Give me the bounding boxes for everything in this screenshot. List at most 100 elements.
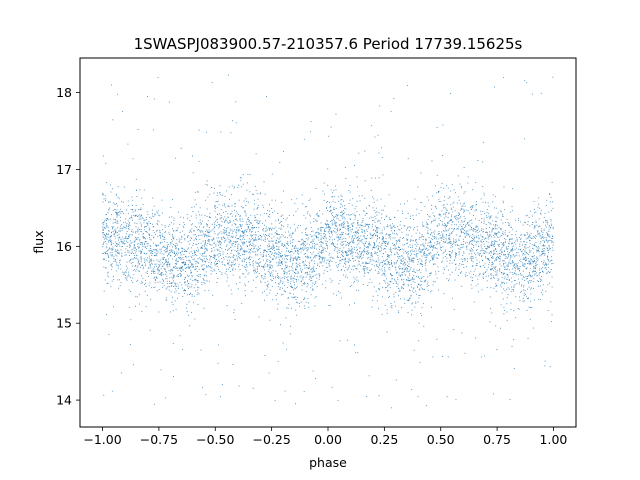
data-point bbox=[311, 285, 313, 287]
data-point bbox=[454, 255, 456, 257]
data-point bbox=[442, 124, 444, 126]
data-point bbox=[445, 237, 447, 239]
data-point bbox=[205, 240, 207, 242]
data-point bbox=[219, 240, 221, 242]
data-point bbox=[249, 256, 251, 258]
data-point bbox=[362, 218, 364, 219]
data-point bbox=[471, 219, 473, 221]
data-point bbox=[219, 254, 221, 256]
data-point bbox=[410, 250, 412, 252]
data-point bbox=[472, 258, 474, 259]
data-point bbox=[331, 279, 333, 281]
data-point bbox=[158, 244, 159, 246]
data-point bbox=[371, 281, 373, 283]
data-point bbox=[240, 234, 241, 236]
data-point bbox=[397, 225, 399, 227]
data-point bbox=[189, 243, 191, 245]
data-point bbox=[195, 261, 197, 262]
data-point bbox=[135, 296, 137, 298]
data-point bbox=[523, 241, 525, 243]
data-point bbox=[509, 255, 511, 257]
data-point bbox=[403, 271, 405, 272]
data-point bbox=[312, 288, 314, 290]
data-point bbox=[513, 272, 515, 274]
data-point bbox=[218, 253, 220, 255]
data-point bbox=[496, 271, 498, 273]
data-point bbox=[320, 226, 322, 228]
data-point bbox=[343, 238, 345, 239]
data-point bbox=[309, 273, 311, 275]
data-point bbox=[280, 227, 282, 229]
data-point bbox=[379, 222, 381, 224]
data-point bbox=[376, 227, 378, 229]
data-point bbox=[346, 225, 348, 227]
data-point bbox=[476, 201, 477, 203]
data-point bbox=[104, 238, 106, 240]
data-point bbox=[419, 295, 421, 296]
data-point bbox=[389, 284, 391, 286]
data-point bbox=[238, 385, 240, 387]
data-point bbox=[206, 235, 208, 237]
data-point bbox=[538, 298, 540, 300]
data-point bbox=[404, 261, 406, 263]
data-point bbox=[257, 206, 259, 208]
data-point bbox=[542, 235, 544, 237]
data-point bbox=[543, 260, 545, 262]
data-point bbox=[313, 240, 315, 242]
data-point bbox=[344, 218, 346, 220]
data-point bbox=[330, 210, 332, 212]
data-point bbox=[102, 155, 104, 157]
data-point bbox=[234, 216, 236, 218]
data-point bbox=[351, 236, 353, 238]
data-point bbox=[183, 222, 185, 223]
data-point bbox=[234, 203, 236, 204]
data-point bbox=[233, 242, 235, 244]
data-point bbox=[194, 269, 196, 271]
data-point bbox=[419, 232, 421, 234]
data-point bbox=[461, 225, 462, 227]
data-point bbox=[354, 215, 356, 216]
data-point bbox=[136, 243, 138, 245]
data-point bbox=[357, 352, 359, 354]
data-point bbox=[106, 314, 107, 316]
data-point bbox=[182, 250, 183, 252]
data-point bbox=[254, 217, 256, 219]
data-point bbox=[443, 239, 445, 240]
data-point bbox=[277, 248, 279, 250]
data-point bbox=[132, 261, 134, 263]
data-point bbox=[137, 229, 139, 231]
data-point bbox=[104, 251, 106, 253]
data-point bbox=[241, 259, 243, 261]
data-point bbox=[470, 284, 472, 286]
data-point bbox=[128, 289, 130, 291]
data-point bbox=[542, 263, 544, 265]
data-point bbox=[372, 247, 374, 249]
data-point bbox=[172, 343, 174, 345]
data-point bbox=[471, 260, 473, 262]
data-point bbox=[343, 208, 345, 210]
data-point bbox=[175, 308, 177, 310]
data-point bbox=[315, 232, 317, 233]
data-point bbox=[500, 229, 502, 231]
data-point bbox=[228, 206, 230, 208]
data-point bbox=[508, 255, 509, 257]
data-point bbox=[532, 287, 534, 289]
data-point bbox=[473, 235, 475, 237]
data-point bbox=[216, 240, 218, 242]
data-point bbox=[512, 259, 514, 261]
data-point bbox=[363, 254, 365, 256]
data-point bbox=[148, 255, 150, 257]
data-point bbox=[106, 220, 108, 221]
data-point bbox=[317, 237, 319, 239]
data-point bbox=[361, 195, 363, 197]
data-point bbox=[529, 239, 530, 241]
data-point bbox=[463, 167, 465, 168]
data-point bbox=[308, 306, 310, 308]
data-point bbox=[376, 227, 378, 229]
data-point bbox=[448, 228, 450, 230]
data-point bbox=[303, 138, 305, 140]
data-point bbox=[126, 269, 128, 271]
data-point bbox=[231, 210, 233, 212]
data-point bbox=[532, 271, 533, 273]
data-point bbox=[505, 247, 507, 249]
